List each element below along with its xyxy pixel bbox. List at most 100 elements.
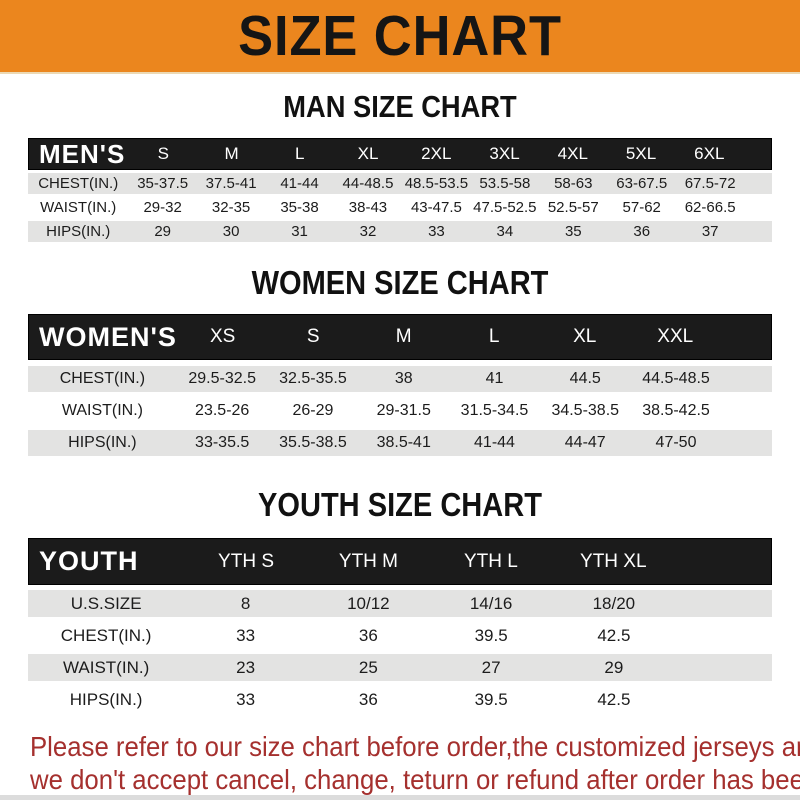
cell-value: 39.5	[474, 689, 508, 709]
table-header-label: WOMEN'S	[39, 321, 177, 352]
cell-value: 14/16	[469, 593, 513, 613]
size-chart-banner: SIZE CHART	[0, 0, 800, 74]
cell-value: 33	[428, 223, 445, 240]
cell-value: 33	[236, 689, 256, 709]
row-label: U.S.SIZE	[70, 593, 142, 613]
cell-value: 53.5-58	[479, 175, 531, 192]
cell-value: 32.5-35.5	[279, 370, 347, 387]
table-header-row: WOMEN'S XS S M L XL XXL	[28, 314, 772, 360]
man-size-table: MEN'S S M L XL 2XL 3XL 4XL 5XL 6XL CHEST(IN.) 35-37…	[28, 138, 772, 242]
women-section-heading: WOMEN SIZE CHART	[251, 264, 549, 301]
cell-value: 38	[394, 370, 413, 387]
cell-value: 39.5	[474, 625, 508, 645]
cell-value: 44.5	[569, 370, 601, 387]
cell-value: 42.5	[597, 689, 631, 709]
column-header: M	[395, 326, 412, 347]
cell-value: 35-38	[280, 199, 319, 216]
cell-value: 8	[240, 593, 251, 613]
cell-value: 38.5-41	[376, 434, 431, 451]
cell-value: 29-31.5	[376, 402, 431, 419]
row-label: WAIST(IN.)	[40, 199, 117, 216]
table-row: HIPS(IN.) 29 30 31 32 33 34 35 36 37	[28, 221, 772, 242]
cell-value: 37.5-41	[205, 175, 257, 192]
row-label: CHEST(IN.)	[60, 625, 152, 645]
cell-value: 35-37.5	[137, 175, 189, 192]
cell-value: 36	[358, 625, 378, 645]
cell-value: 36	[358, 689, 378, 709]
cell-value: 57-62	[622, 199, 661, 216]
cell-value: 47-50	[655, 434, 697, 451]
cell-value: 37	[701, 223, 719, 240]
cell-value: 29	[604, 657, 624, 677]
cell-value: 47.5-52.5	[473, 199, 537, 216]
column-header: 5XL	[625, 144, 657, 163]
cell-value: 44.5-48.5	[642, 370, 710, 387]
cell-value: 44-48.5	[342, 175, 394, 192]
bottom-edge-strip	[0, 795, 800, 800]
cell-value: 32	[359, 223, 377, 240]
cell-value: 33	[236, 625, 256, 645]
table-row: WAIST(IN.) 29-32 32-35 35-38 38-43 43-47.5 47.…	[28, 197, 772, 218]
cell-value: 29	[154, 223, 171, 240]
column-header: L	[488, 326, 500, 347]
column-header: M	[224, 144, 239, 163]
disclaimer-line-1: Please refer to our size chart before or…	[30, 731, 800, 762]
cell-value: 38-43	[348, 199, 388, 216]
cell-value: 32-35	[211, 199, 251, 216]
column-header: S	[157, 144, 169, 163]
table-header-row: MEN'S S M L XL 2XL 3XL 4XL 5XL 6XL	[28, 138, 772, 170]
column-header: YTH S	[218, 550, 274, 572]
column-header: S	[306, 326, 320, 347]
row-label: WAIST(IN.)	[61, 402, 143, 419]
cell-value: 62-66.5	[684, 199, 736, 216]
cell-value: 31.5-34.5	[460, 402, 529, 419]
man-section-heading: MAN SIZE CHART	[283, 89, 517, 124]
cell-value: 31	[291, 223, 308, 240]
table-header-label: MEN'S	[39, 138, 126, 169]
column-header: YTH L	[463, 550, 518, 572]
table-row: CHEST(IN.) 35-37.5 37.5-41 41-44 44-48.5 48.5…	[28, 173, 772, 194]
table-row: CHEST(IN.) 33 36 39.5 42.5	[28, 622, 772, 649]
row-label: CHEST(IN.)	[59, 370, 146, 387]
cell-value: 41-44	[280, 175, 319, 192]
cell-value: 18/20	[592, 593, 636, 613]
cell-value: 41	[485, 370, 504, 387]
table-row: HIPS(IN.) 33 36 39.5 42.5	[28, 686, 772, 713]
column-header: XS	[209, 326, 236, 347]
row-label: HIPS(IN.)	[46, 223, 111, 240]
column-header: L	[295, 144, 305, 163]
column-header: XXL	[657, 326, 694, 347]
column-header: 4XL	[557, 144, 588, 163]
cell-value: 42.5	[597, 625, 631, 645]
cell-value: 67.5-72	[684, 175, 736, 192]
cell-value: 33-35.5	[195, 434, 250, 451]
cell-value: 34.5-38.5	[551, 402, 620, 419]
cell-value: 27	[481, 657, 501, 677]
women-size-table: WOMEN'S XS S M L XL XXL CHEST(IN.) 29.5-32.5 32.5…	[28, 314, 772, 456]
cell-value: 58-63	[554, 175, 593, 192]
table-row: CHEST(IN.) 29.5-32.5 32.5-35.5 38 41 44.5 44.5…	[28, 366, 772, 392]
banner-title: SIZE CHART	[238, 3, 562, 68]
youth-section-heading: YOUTH SIZE CHART	[258, 486, 542, 523]
cell-value: 35	[564, 223, 582, 240]
cell-value: 23	[236, 657, 256, 677]
cell-value: 26-29	[292, 402, 334, 419]
table-row: HIPS(IN.) 33-35.5 35.5-38.5 38.5-41 41-44 44-…	[28, 430, 772, 456]
row-label: HIPS(IN.)	[69, 689, 143, 709]
column-header: 6XL	[694, 144, 725, 163]
cell-value: 35.5-38.5	[279, 434, 347, 451]
cell-value: 44-47	[564, 434, 606, 451]
column-header: YTH M	[338, 550, 398, 572]
cell-value: 23.5-26	[195, 402, 250, 419]
table-row: U.S.SIZE 8 10/12 14/16 18/20	[28, 590, 772, 617]
cell-value: 52.5-57	[547, 199, 599, 216]
table-row: WAIST(IN.) 23 25 27 29	[28, 654, 772, 681]
cell-value: 43-47.5	[410, 199, 462, 216]
cell-value: 63-67.5	[616, 175, 668, 192]
cell-value: 48.5-53.5	[404, 175, 469, 192]
cell-value: 25	[358, 657, 378, 677]
column-header: 2XL	[421, 144, 452, 163]
cell-value: 38.5-42.5	[642, 402, 710, 419]
order-disclaimer: Please refer to our size chart before or…	[30, 731, 800, 795]
cell-value: 34	[496, 223, 514, 240]
